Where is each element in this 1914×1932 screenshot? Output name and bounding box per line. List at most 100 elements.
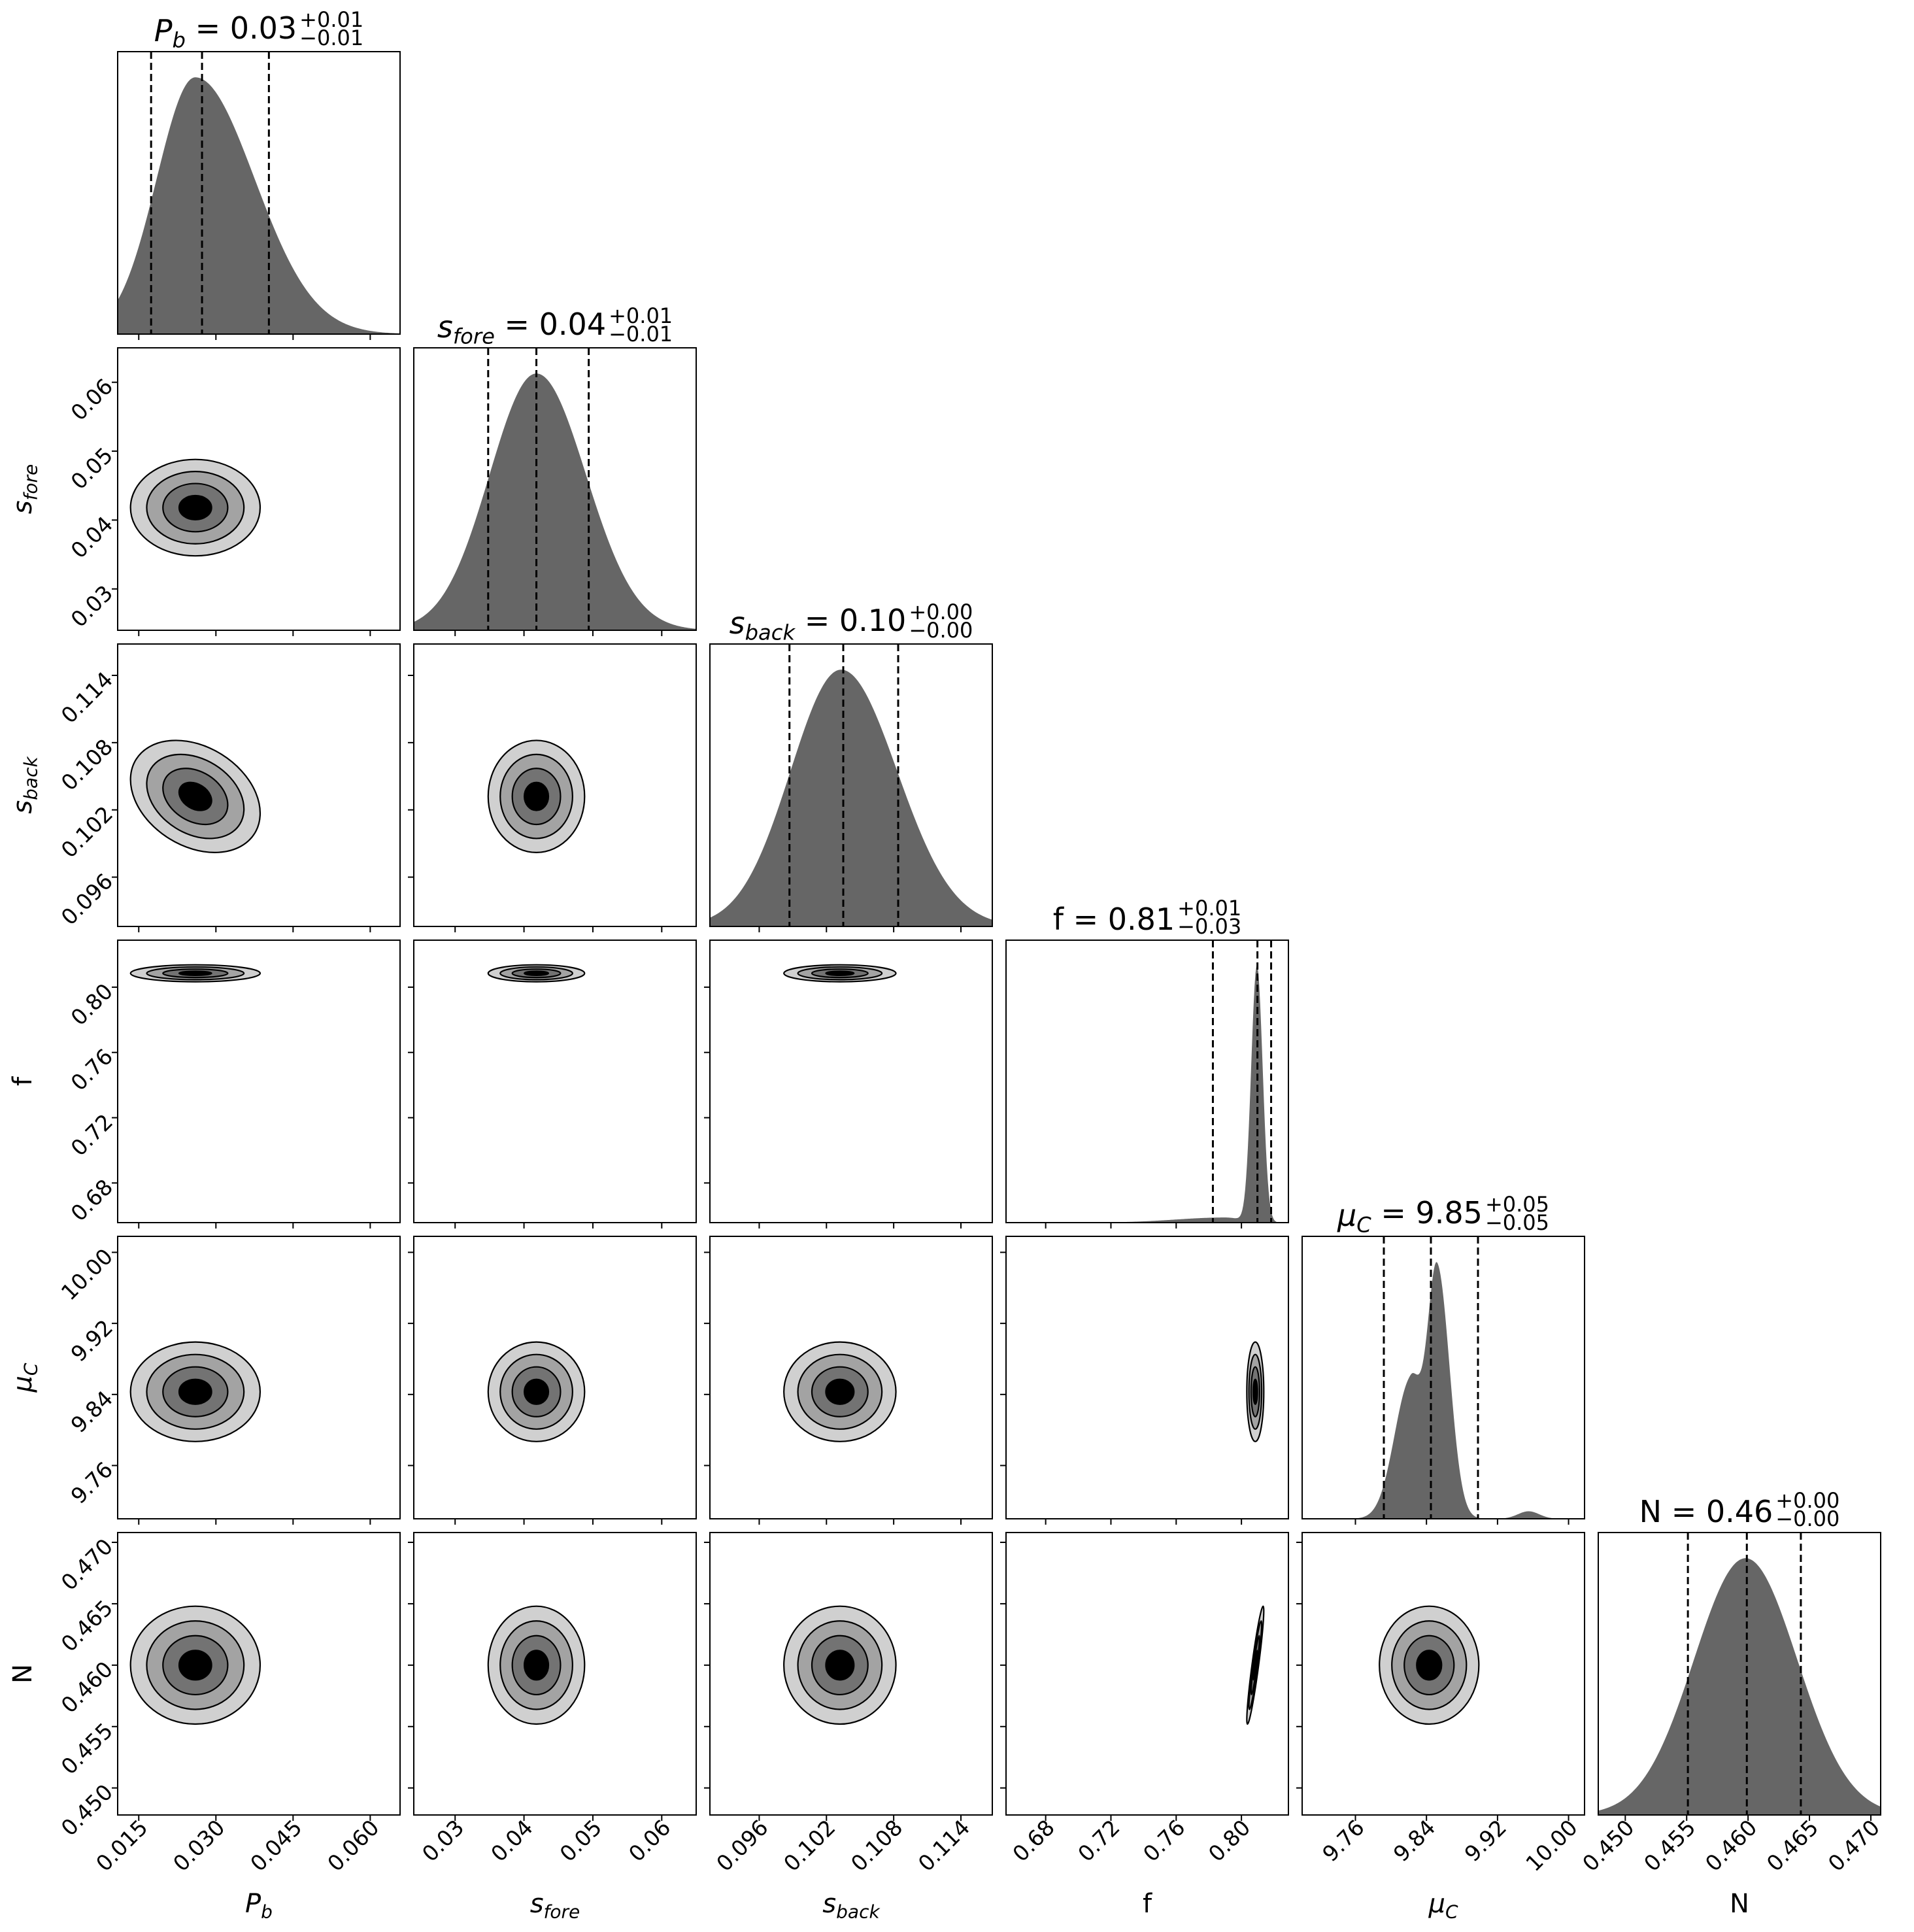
y-axis-label-5: N <box>8 1664 38 1684</box>
param-symbol: s <box>8 800 38 814</box>
title-text: N = 0.46 <box>1639 1494 1773 1529</box>
title-text: f = 0.81 <box>1053 902 1175 937</box>
contour-level-3 <box>524 781 550 811</box>
param-symbol: s <box>822 1889 836 1919</box>
marginal-panel-5: N = 0.46 +0.00−0.00 0.450 0.455 0.460 0.465 0.… <box>1577 1488 1885 1876</box>
x-axis-label-0: Pb <box>245 1889 273 1922</box>
x-tick-label: 10.00 <box>1520 1814 1582 1876</box>
histogram-0 <box>118 77 400 334</box>
y-tick-label: 0.108 <box>56 734 118 795</box>
panel-frame <box>413 347 697 631</box>
title-minus: −0.01 <box>299 25 363 50</box>
title-value: = 0.04 <box>495 307 606 342</box>
joint-panel-3-0: 0.68 0.72 0.76 0.80 <box>66 940 401 1229</box>
panel-frame <box>709 1236 993 1519</box>
x-tick-label: 0.03 <box>417 1814 469 1867</box>
param-symbol: s <box>530 1889 544 1919</box>
title-minus: −0.05 <box>1485 1210 1549 1235</box>
x-axis-label-2: sback <box>822 1889 881 1922</box>
y-tick-label: 9.84 <box>66 1385 118 1438</box>
title-text: sfore = 0.04 <box>437 307 606 349</box>
panel-content <box>487 1605 586 1725</box>
contour-level-3 <box>524 970 550 977</box>
title-value: = 0.03 <box>186 10 297 46</box>
x-tick-label: 0.80 <box>1203 1814 1256 1867</box>
histogram-4 <box>1302 1262 1585 1519</box>
panel-frame <box>413 643 697 927</box>
y-tick-label: 0.455 <box>56 1718 118 1779</box>
panel-content <box>1379 1605 1480 1725</box>
panel-title-1: sfore = 0.04 +0.01−0.01 <box>437 303 673 349</box>
joint-panel-3-1 <box>408 940 697 1229</box>
marginal-panel-2: sback = 0.10 +0.00−0.00 <box>709 600 993 932</box>
panel-content <box>414 348 696 630</box>
x-tick-label: 0.465 <box>1762 1814 1823 1876</box>
y-tick-label: 0.114 <box>56 667 118 728</box>
contour-level-3 <box>524 1378 550 1405</box>
panel-frame <box>1005 1236 1289 1519</box>
y-tick-label: 0.102 <box>56 801 118 862</box>
contour-level-3 <box>178 1378 212 1405</box>
title-minus: −0.03 <box>1177 914 1241 939</box>
panel-content <box>487 964 586 983</box>
x-tick-label: 0.76 <box>1138 1814 1190 1867</box>
panel-frame <box>1005 1532 1289 1816</box>
param-subscript: C <box>1356 1213 1371 1238</box>
y-tick-label: 0.465 <box>56 1595 118 1657</box>
marginal-panel-0: Pb = 0.03 +0.01−0.01 <box>117 7 401 340</box>
panel-content <box>783 1341 897 1442</box>
param-subscript: b <box>173 28 186 53</box>
y-tick-label: 0.06 <box>66 373 118 426</box>
panel-frame <box>117 51 401 335</box>
x-tick-label: 0.68 <box>1007 1814 1060 1867</box>
param-subscript: fore <box>453 324 495 349</box>
panel-content <box>487 1341 586 1442</box>
panel-frame <box>117 1532 401 1816</box>
title-value: = 9.85 <box>1371 1195 1483 1230</box>
joint-panel-2-1 <box>408 643 697 932</box>
y-tick-label: 9.92 <box>66 1315 118 1367</box>
panel-content <box>1302 1236 1585 1519</box>
param-symbol: N <box>8 1664 38 1684</box>
panel-title-5: N = 0.46 +0.00−0.00 <box>1639 1488 1840 1531</box>
panel-content <box>1246 1341 1265 1442</box>
title-plus: +0.01 <box>609 303 673 328</box>
contour-level-3 <box>1252 1378 1258 1405</box>
x-axis-label-4: μC <box>1428 1889 1458 1922</box>
panel-title-3: f = 0.81 +0.01−0.03 <box>1053 896 1241 939</box>
x-tick-label: 0.102 <box>779 1814 840 1876</box>
contour-level-3 <box>178 781 212 811</box>
marginal-panel-4: μC = 9.85 +0.05−0.05 <box>1301 1192 1585 1525</box>
title-value: = 0.10 <box>795 603 906 638</box>
panel-title-4: μC = 9.85 +0.05−0.05 <box>1337 1192 1549 1238</box>
x-axis-label-5: N <box>1730 1889 1749 1919</box>
panel-frame <box>709 940 993 1223</box>
x-tick-label: 0.096 <box>711 1814 773 1876</box>
y-tick-label: 0.04 <box>66 511 118 564</box>
panel-content <box>487 739 586 853</box>
param-subscript: fore <box>20 464 41 501</box>
x-tick-label: 9.76 <box>1317 1814 1369 1867</box>
panel-content <box>710 644 992 926</box>
joint-panel-5-4: 9.76 9.84 9.92 10.00 <box>1296 1532 1585 1876</box>
joint-panel-4-1 <box>408 1236 697 1525</box>
contour-level-3 <box>178 970 212 977</box>
param-subscript: C <box>1445 1901 1458 1922</box>
panel-content <box>118 52 400 334</box>
y-tick-label: 0.450 <box>56 1779 118 1840</box>
y-axis-label-2: sback <box>8 756 41 814</box>
title-text: Pb = 0.03 <box>154 10 297 53</box>
panel-frame <box>1301 1532 1585 1816</box>
title-plus: +0.01 <box>1177 896 1241 921</box>
param-subscript: C <box>20 1363 41 1376</box>
panel-frame <box>413 1236 697 1519</box>
x-tick-label: 0.015 <box>91 1814 152 1876</box>
param-subscript: back <box>20 756 41 800</box>
title-minus: −0.00 <box>909 618 973 643</box>
contour-level-3 <box>524 1650 550 1681</box>
x-tick-label: 0.060 <box>322 1814 384 1876</box>
joint-panel-4-0: 9.76 9.84 9.92 10.00 <box>56 1236 401 1525</box>
panel-frame <box>413 1532 697 1816</box>
x-tick-label: 0.450 <box>1577 1814 1639 1876</box>
